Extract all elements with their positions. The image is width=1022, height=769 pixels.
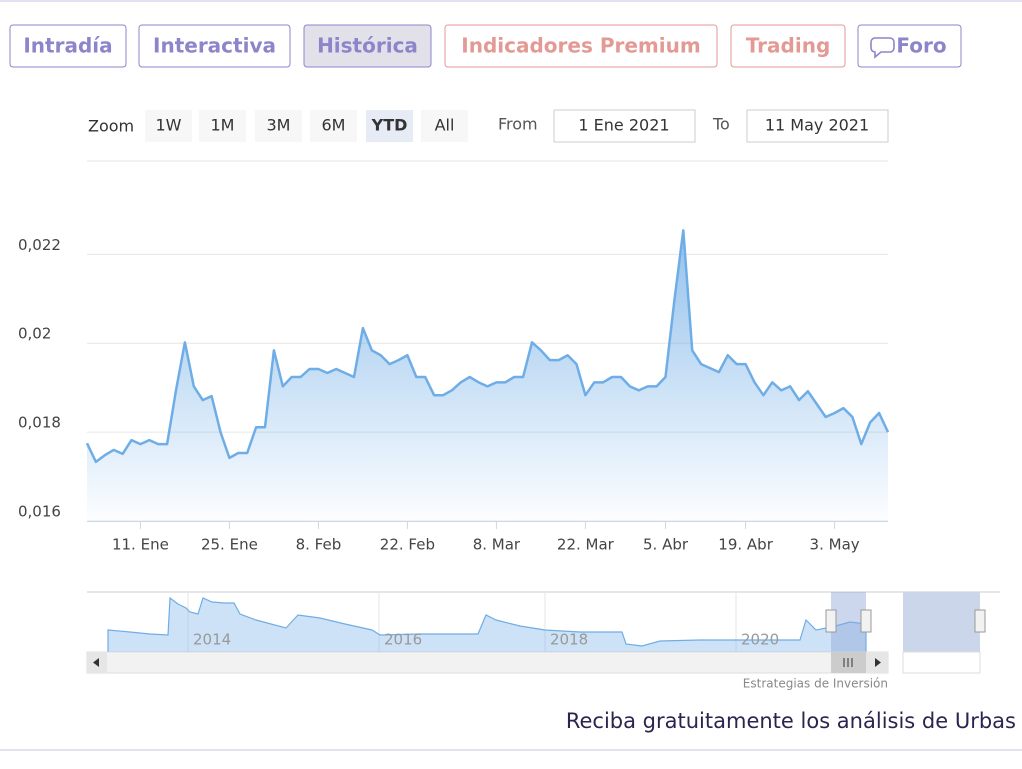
y-tick-label: 0,018 [18,414,61,432]
zoom-button-label[interactable]: YTD [371,116,408,135]
x-tick-label: 8. Feb [296,536,342,554]
tab-label[interactable]: Intradía [23,34,112,58]
zoom-button[interactable] [145,110,192,142]
zoom-button-label[interactable]: 6M [322,116,346,135]
tab-icon [870,37,895,59]
navigator-series [107,596,867,653]
tab-label[interactable]: Indicadores Premium [461,34,700,58]
tab[interactable] [303,24,432,68]
scroll-grip [843,658,853,667]
x-tick-label: 19. Abr [718,536,773,554]
area [87,230,888,522]
line [85,229,890,464]
navigator-handle[interactable] [825,609,837,633]
tab[interactable] [9,24,127,68]
tab[interactable] [857,24,962,68]
x-tick-label: 25. Ene [201,536,258,554]
from-input[interactable] [553,109,696,143]
navigator[interactable] [87,592,888,652]
navigator-label: 2014 [193,631,231,649]
y-tick-label: 0,016 [18,503,61,521]
y-tick-label: 0,02 [18,325,51,343]
scroll-left-arrow [93,658,99,667]
tab-label[interactable]: Foro [896,34,946,58]
navigator-selection[interactable] [831,592,866,652]
navigator-handle[interactable] [974,609,986,633]
zoom-button-label[interactable]: 1W [156,116,182,135]
navigator-extra-bar [902,651,981,674]
navigator-label: 2020 [741,631,779,649]
to-value[interactable]: 11 May 2021 [765,116,869,135]
tab[interactable] [138,24,291,68]
zoom-button-label[interactable]: 1M [211,116,235,135]
navigator-handle[interactable] [860,609,872,633]
zoom-button-label[interactable]: 3M [267,116,291,135]
x-tick-label: 22. Mar [557,536,615,554]
x-tick-label: 5. Abr [643,536,689,554]
zoom-label: Zoom [88,117,134,136]
footer-text: Reciba gratuitamente los análisis de Urb… [566,709,1016,733]
to-input[interactable] [746,109,889,143]
navigator-extra [903,592,980,652]
navigator-grid [187,592,737,652]
zoom-button[interactable] [199,110,246,142]
zoom-button[interactable] [366,110,413,142]
zoom-button[interactable] [421,110,468,142]
scrollbar[interactable] [86,651,889,674]
navigator-label: 2018 [550,631,588,649]
x-tick-label: 8. Mar [473,536,521,554]
tab-label[interactable]: Interactiva [153,34,276,58]
from-value[interactable]: 1 Ene 2021 [578,116,669,135]
navigator-label: 2016 [384,631,422,649]
tab[interactable] [730,24,846,68]
zoom-button-label[interactable]: All [435,116,455,135]
zoom-button[interactable] [310,110,357,142]
to-label: To [712,115,730,134]
zoom-button[interactable] [255,110,302,142]
tab-label[interactable]: Trading [746,34,831,58]
x-tick-label: 22. Feb [380,536,435,554]
tab[interactable] [444,24,718,68]
x-tick-label: 3. May [810,536,860,554]
x-tick-label: 11. Ene [112,536,169,554]
y-tick-label: 0,022 [18,236,61,254]
credits[interactable]: Estrategias de Inversión [743,677,888,691]
scroll-right-arrow [875,658,881,667]
from-label: From [498,115,538,134]
tab-label[interactable]: Histórica [317,34,418,58]
